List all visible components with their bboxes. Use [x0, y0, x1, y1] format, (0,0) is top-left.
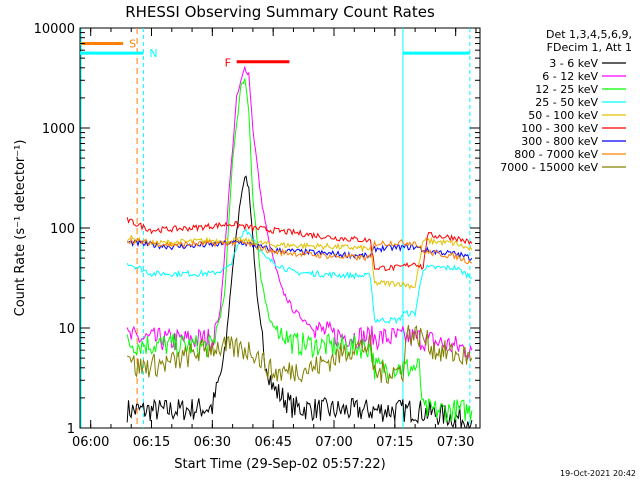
legend-label: 3 - 6 keV — [549, 57, 598, 70]
y-axis-label: Count Rate (s⁻¹ detector⁻¹) — [13, 140, 28, 317]
x-tick-label: 06:15 — [133, 435, 170, 450]
series-line-7 — [127, 237, 472, 265]
legend-label: 7000 - 15000 keV — [500, 161, 598, 174]
y-tick-label: 10 — [58, 322, 75, 337]
series-line-4 — [126, 234, 473, 290]
x-axis-label: Start Time (29-Sep-02 05:57:22) — [174, 457, 385, 472]
y-tick-label: 100 — [50, 222, 75, 237]
legend-header: Det 1,3,4,5,6,9, — [546, 28, 632, 41]
series-line-3 — [126, 228, 473, 325]
legend-label: 800 - 7000 keV — [514, 148, 598, 161]
series-line-0 — [126, 175, 473, 430]
annotation-layer: SN F — [80, 28, 471, 428]
legend-label: 6 - 12 keV — [542, 70, 598, 83]
legend-label: 300 - 800 keV — [521, 135, 598, 148]
annotation-label-f: F — [225, 57, 231, 70]
series-layer — [126, 65, 473, 430]
legend-label: 100 - 300 keV — [521, 122, 598, 135]
x-tick-label: 06:00 — [72, 435, 109, 450]
footer-timestamp: 19-Oct-2021 20:42 — [560, 469, 636, 478]
annotation-label-n: N — [149, 47, 157, 60]
x-tick-label: 07:00 — [315, 435, 352, 450]
annotation-label-s: S — [129, 37, 136, 50]
series-line-1 — [126, 65, 473, 360]
series-line-2 — [126, 78, 473, 423]
legend-label: 25 - 50 keV — [535, 96, 598, 109]
series-line-6 — [127, 239, 473, 261]
y-tick-label: 1 — [67, 422, 75, 437]
chart-title: RHESSI Observing Summary Count Rates — [125, 3, 435, 21]
legend-label: 12 - 25 keV — [535, 83, 598, 96]
y-tick-label: 10000 — [34, 22, 75, 37]
x-tick-label: 07:30 — [437, 435, 474, 450]
y-tick-label: 1000 — [42, 122, 75, 137]
x-tick-label: 06:45 — [254, 435, 291, 450]
legend-label: 50 - 100 keV — [528, 109, 598, 122]
legend: Det 1,3,4,5,6,9,FDecim 1, Att 1 3 - 6 keV… — [500, 28, 632, 174]
x-tick-label: 07:15 — [376, 435, 413, 450]
series-line-5 — [126, 217, 473, 272]
axis-layer: 06:00 06:15 06:30 06:45 07:00 07:15 07:30 1 10 10… — [34, 22, 480, 450]
series-line-8 — [126, 324, 473, 385]
x-tick-label: 06:30 — [194, 435, 231, 450]
legend-header: FDecim 1, Att 1 — [547, 41, 632, 54]
